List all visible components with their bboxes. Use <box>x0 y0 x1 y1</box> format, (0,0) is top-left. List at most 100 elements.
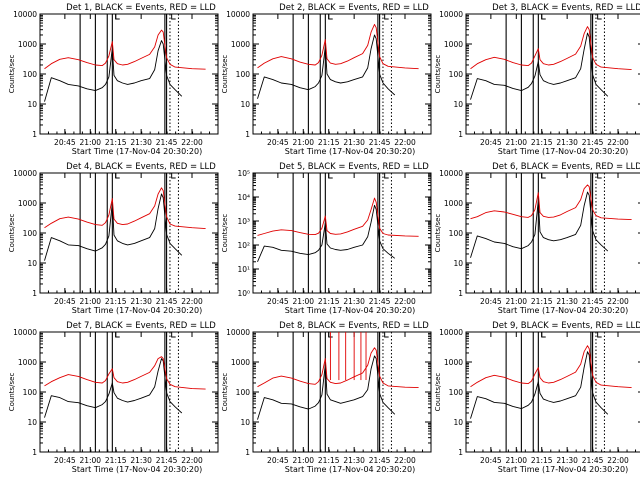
y-tick-label: 10 <box>453 100 463 109</box>
y-tick-label: 1 <box>32 448 37 457</box>
events-trace <box>257 355 396 420</box>
y-tick-label: 1000 <box>231 40 250 49</box>
y-tick-label: 10 <box>27 100 37 109</box>
y-tick-label: 10 <box>27 418 37 427</box>
x-tick-label: 21:45 <box>369 297 391 306</box>
x-axis-label: Start Time (17-Nov-04 20:30:20) <box>498 147 628 156</box>
y-tick-label: 1 <box>458 130 463 139</box>
x-tick-label: 20:45 <box>54 138 76 147</box>
lld-trace <box>257 347 419 389</box>
x-axis-label: Start Time (17-Nov-04 20:30:20) <box>285 306 415 315</box>
lld-trace <box>257 23 419 70</box>
y-tick-label: 1000 <box>18 40 37 49</box>
bracket-mark <box>328 14 333 20</box>
x-tick-label: 22:00 <box>181 138 203 147</box>
x-tick-label: 21:45 <box>369 138 391 147</box>
plot-area <box>44 14 206 134</box>
plot-frame <box>39 331 219 453</box>
x-tick-label: 20:45 <box>54 456 76 465</box>
y-axis-label: Counts/sec <box>221 214 229 253</box>
plot-frame <box>252 331 432 453</box>
x-tick-label: 21:15 <box>531 138 553 147</box>
y-tick-label: 10 <box>453 418 463 427</box>
y-tick-label: 10⁵ <box>237 169 250 178</box>
x-axis-label: Start Time (17-Nov-04 20:30:20) <box>498 306 628 315</box>
x-tick-label: 21:00 <box>505 297 527 306</box>
y-tick-label: 10 <box>240 100 250 109</box>
detector-panel-7: Det 7, BLACK = Events, RED = LLD 1 10 100 10… <box>8 321 219 474</box>
bracket-mark <box>541 14 546 20</box>
y-axis-label: Counts/sec <box>434 214 442 253</box>
y-tick-label: 1000 <box>444 199 463 208</box>
y-tick-label: 100 <box>449 229 464 238</box>
bracket-mark <box>597 173 602 179</box>
bracket-mark <box>541 173 546 179</box>
x-tick-label: 21:30 <box>556 456 578 465</box>
x-tick-label: 22:00 <box>607 456 629 465</box>
y-tick-label: 1 <box>32 130 37 139</box>
x-tick-label: 21:45 <box>582 297 604 306</box>
y-tick-label: 100 <box>236 388 251 397</box>
bracket-mark <box>115 14 120 20</box>
y-tick-label: 10⁰ <box>237 289 250 298</box>
y-tick-label: 10³ <box>237 217 250 226</box>
bracket-mark <box>597 332 602 338</box>
bracket-mark <box>597 14 602 20</box>
x-tick-label: 21:30 <box>343 297 365 306</box>
plot-area <box>470 173 632 293</box>
x-axis-label: Start Time (17-Nov-04 20:30:20) <box>285 147 415 156</box>
bracket-mark <box>384 332 389 338</box>
x-tick-label: 21:30 <box>556 138 578 147</box>
detector-panel-4: Det 4, BLACK = Events, RED = LLD 1 10 100 10… <box>8 162 219 315</box>
x-tick-label: 21:45 <box>582 138 604 147</box>
y-tick-label: 1 <box>245 130 250 139</box>
lld-trace <box>470 345 632 389</box>
lld-trace <box>44 187 206 230</box>
bracket-mark <box>328 332 333 338</box>
y-tick-label: 1000 <box>18 358 37 367</box>
bracket-mark <box>328 173 333 179</box>
x-tick-label: 20:45 <box>267 456 289 465</box>
events-trace <box>470 191 609 258</box>
x-tick-label: 22:00 <box>394 138 416 147</box>
detector-panel-5: Det 5, BLACK = Events, RED = LLD 10⁰ 10¹ 10… <box>221 162 432 315</box>
x-tick-label: 21:00 <box>505 456 527 465</box>
detector-panel-2: Det 2, BLACK = Events, RED = LLD 1 10 100 10… <box>221 3 432 156</box>
events-trace <box>470 351 609 419</box>
panel-title: Det 9, BLACK = Events, RED = LLD <box>492 321 640 331</box>
x-tick-label: 21:00 <box>79 297 101 306</box>
detector-panel-8: Det 8, BLACK = Events, RED = LLD 1 10 100 10… <box>221 321 432 474</box>
x-tick-label: 20:45 <box>480 297 502 306</box>
events-trace <box>470 32 609 100</box>
bracket-mark <box>115 173 120 179</box>
lld-trace <box>44 29 206 70</box>
x-tick-label: 20:45 <box>54 297 76 306</box>
bracket-mark <box>384 173 389 179</box>
y-tick-label: 10¹ <box>237 265 250 274</box>
y-tick-label: 1 <box>458 289 463 298</box>
bracket-mark <box>171 14 176 20</box>
x-tick-label: 21:15 <box>318 138 340 147</box>
x-tick-label: 20:45 <box>267 297 289 306</box>
x-axis-label: Start Time (17-Nov-04 20:30:20) <box>72 465 202 474</box>
x-axis-label: Start Time (17-Nov-04 20:30:20) <box>72 147 202 156</box>
x-tick-label: 21:30 <box>556 297 578 306</box>
plot-frame <box>39 13 219 135</box>
y-tick-label: 10000 <box>13 169 37 178</box>
y-axis-label: Counts/sec <box>221 55 229 94</box>
x-tick-label: 21:15 <box>318 456 340 465</box>
events-trace <box>44 40 183 102</box>
bracket-mark <box>384 14 389 20</box>
x-tick-label: 22:00 <box>181 297 203 306</box>
y-tick-label: 10000 <box>13 328 37 337</box>
x-tick-label: 20:45 <box>267 138 289 147</box>
plot-area <box>257 173 419 293</box>
x-tick-label: 21:45 <box>156 456 178 465</box>
detector-panel-3: Det 3, BLACK = Events, RED = LLD 1 10 100 10… <box>434 3 640 156</box>
panel-title: Det 1, BLACK = Events, RED = LLD <box>66 3 216 13</box>
bracket-mark <box>171 332 176 338</box>
x-tick-label: 22:00 <box>181 456 203 465</box>
y-tick-label: 1000 <box>231 358 250 367</box>
detector-panel-9: Det 9, BLACK = Events, RED = LLD 1 10 100 10… <box>434 321 640 474</box>
